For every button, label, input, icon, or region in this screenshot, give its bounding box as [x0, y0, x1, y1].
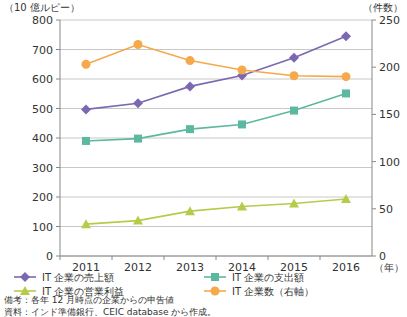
- x-tick-label: 2016: [332, 261, 360, 274]
- y2-tick-label: 250: [379, 14, 400, 27]
- x-tick: [268, 256, 269, 260]
- legend-marker: [211, 287, 220, 296]
- point: [289, 198, 299, 207]
- legend-label: IT 企業の支出額: [232, 272, 304, 283]
- y2-tick-label: 50: [379, 203, 393, 216]
- point: [133, 216, 143, 225]
- y-tick-label: 500: [32, 103, 53, 116]
- legend-marker: [211, 273, 219, 281]
- point: [341, 194, 351, 203]
- point: [237, 201, 247, 210]
- point: [289, 53, 299, 63]
- point: [81, 104, 91, 114]
- point: [341, 31, 351, 41]
- point: [238, 66, 247, 75]
- grid-line: [60, 108, 372, 109]
- y2-tick-label: 100: [379, 156, 400, 169]
- y2-tick-label: 200: [379, 61, 400, 74]
- grid-line: [60, 226, 372, 227]
- y2-tick: [372, 67, 376, 68]
- series-line: [86, 45, 346, 77]
- point: [134, 40, 143, 49]
- grid-line: [60, 167, 372, 168]
- y-tick: [56, 167, 60, 168]
- y2-tick: [372, 161, 376, 162]
- y-tick: [56, 138, 60, 139]
- series-line: [86, 93, 346, 140]
- y-tick: [56, 197, 60, 198]
- point: [81, 219, 91, 228]
- plot-area: [81, 31, 351, 228]
- x-axis-label: （年）: [374, 262, 404, 273]
- x-tick: [320, 256, 321, 260]
- point: [238, 120, 246, 128]
- legend-marker: [20, 286, 30, 295]
- y-tick: [56, 256, 60, 257]
- y-tick-label: 600: [32, 73, 53, 86]
- y2-axis: [372, 20, 373, 256]
- y-tick: [56, 49, 60, 50]
- point: [82, 137, 90, 145]
- note: 備考：各年 12 月時点の企業からの申告値: [4, 295, 174, 305]
- note: 資料：インド準備銀行、CEIC database から作成。: [4, 307, 216, 317]
- y-tick-label: 0: [46, 250, 53, 263]
- point: [133, 98, 143, 108]
- y2-axis-label: （件数）: [363, 2, 403, 13]
- point: [342, 89, 350, 97]
- y-tick: [56, 20, 60, 21]
- legend-label: IT 企業の売上額: [42, 272, 114, 283]
- y2-tick: [372, 208, 376, 209]
- y2-tick-label: 150: [379, 108, 400, 121]
- y2-tick: [372, 114, 376, 115]
- legend-item: IT 企業の売上額: [14, 272, 114, 283]
- chart: 0100200300400500600700800050100150200250…: [0, 0, 407, 317]
- x-tick: [60, 256, 61, 260]
- legend-marker: [20, 272, 30, 282]
- y-axis-label: （10 億ルピー）: [4, 2, 80, 13]
- grid-line: [60, 49, 372, 50]
- y-tick-label: 200: [32, 191, 53, 204]
- series-line: [86, 36, 346, 109]
- y-tick-label: 800: [32, 14, 53, 27]
- legend-label: IT 企業数（右軸）: [232, 286, 314, 297]
- legend-item: IT 企業数（右軸）: [204, 286, 314, 297]
- x-tick-label: 2012: [124, 261, 152, 274]
- x-tick: [112, 256, 113, 260]
- grid-line: [60, 20, 372, 21]
- y-tick: [56, 79, 60, 80]
- y-axis: [60, 20, 61, 256]
- y-tick-label: 700: [32, 44, 53, 57]
- point: [134, 135, 142, 143]
- y-tick-label: 400: [32, 132, 53, 145]
- point: [185, 206, 195, 215]
- x-tick: [216, 256, 217, 260]
- y-tick-label: 300: [32, 162, 53, 175]
- x-tick: [164, 256, 165, 260]
- x-tick-label: 2013: [176, 261, 204, 274]
- legend-item: IT 企業の支出額: [204, 272, 304, 283]
- grid-line: [60, 197, 372, 198]
- point: [290, 71, 299, 80]
- y-tick-label: 100: [32, 221, 53, 234]
- series-line: [86, 199, 346, 224]
- point: [185, 81, 195, 91]
- grid-line: [60, 79, 372, 80]
- y2-tick: [372, 20, 376, 21]
- point: [186, 125, 194, 133]
- y-tick: [56, 108, 60, 109]
- y2-tick: [372, 256, 376, 257]
- grid-line: [60, 138, 372, 139]
- y-tick: [56, 226, 60, 227]
- point: [82, 60, 91, 69]
- point: [186, 56, 195, 65]
- point: [342, 72, 351, 81]
- point: [290, 107, 298, 115]
